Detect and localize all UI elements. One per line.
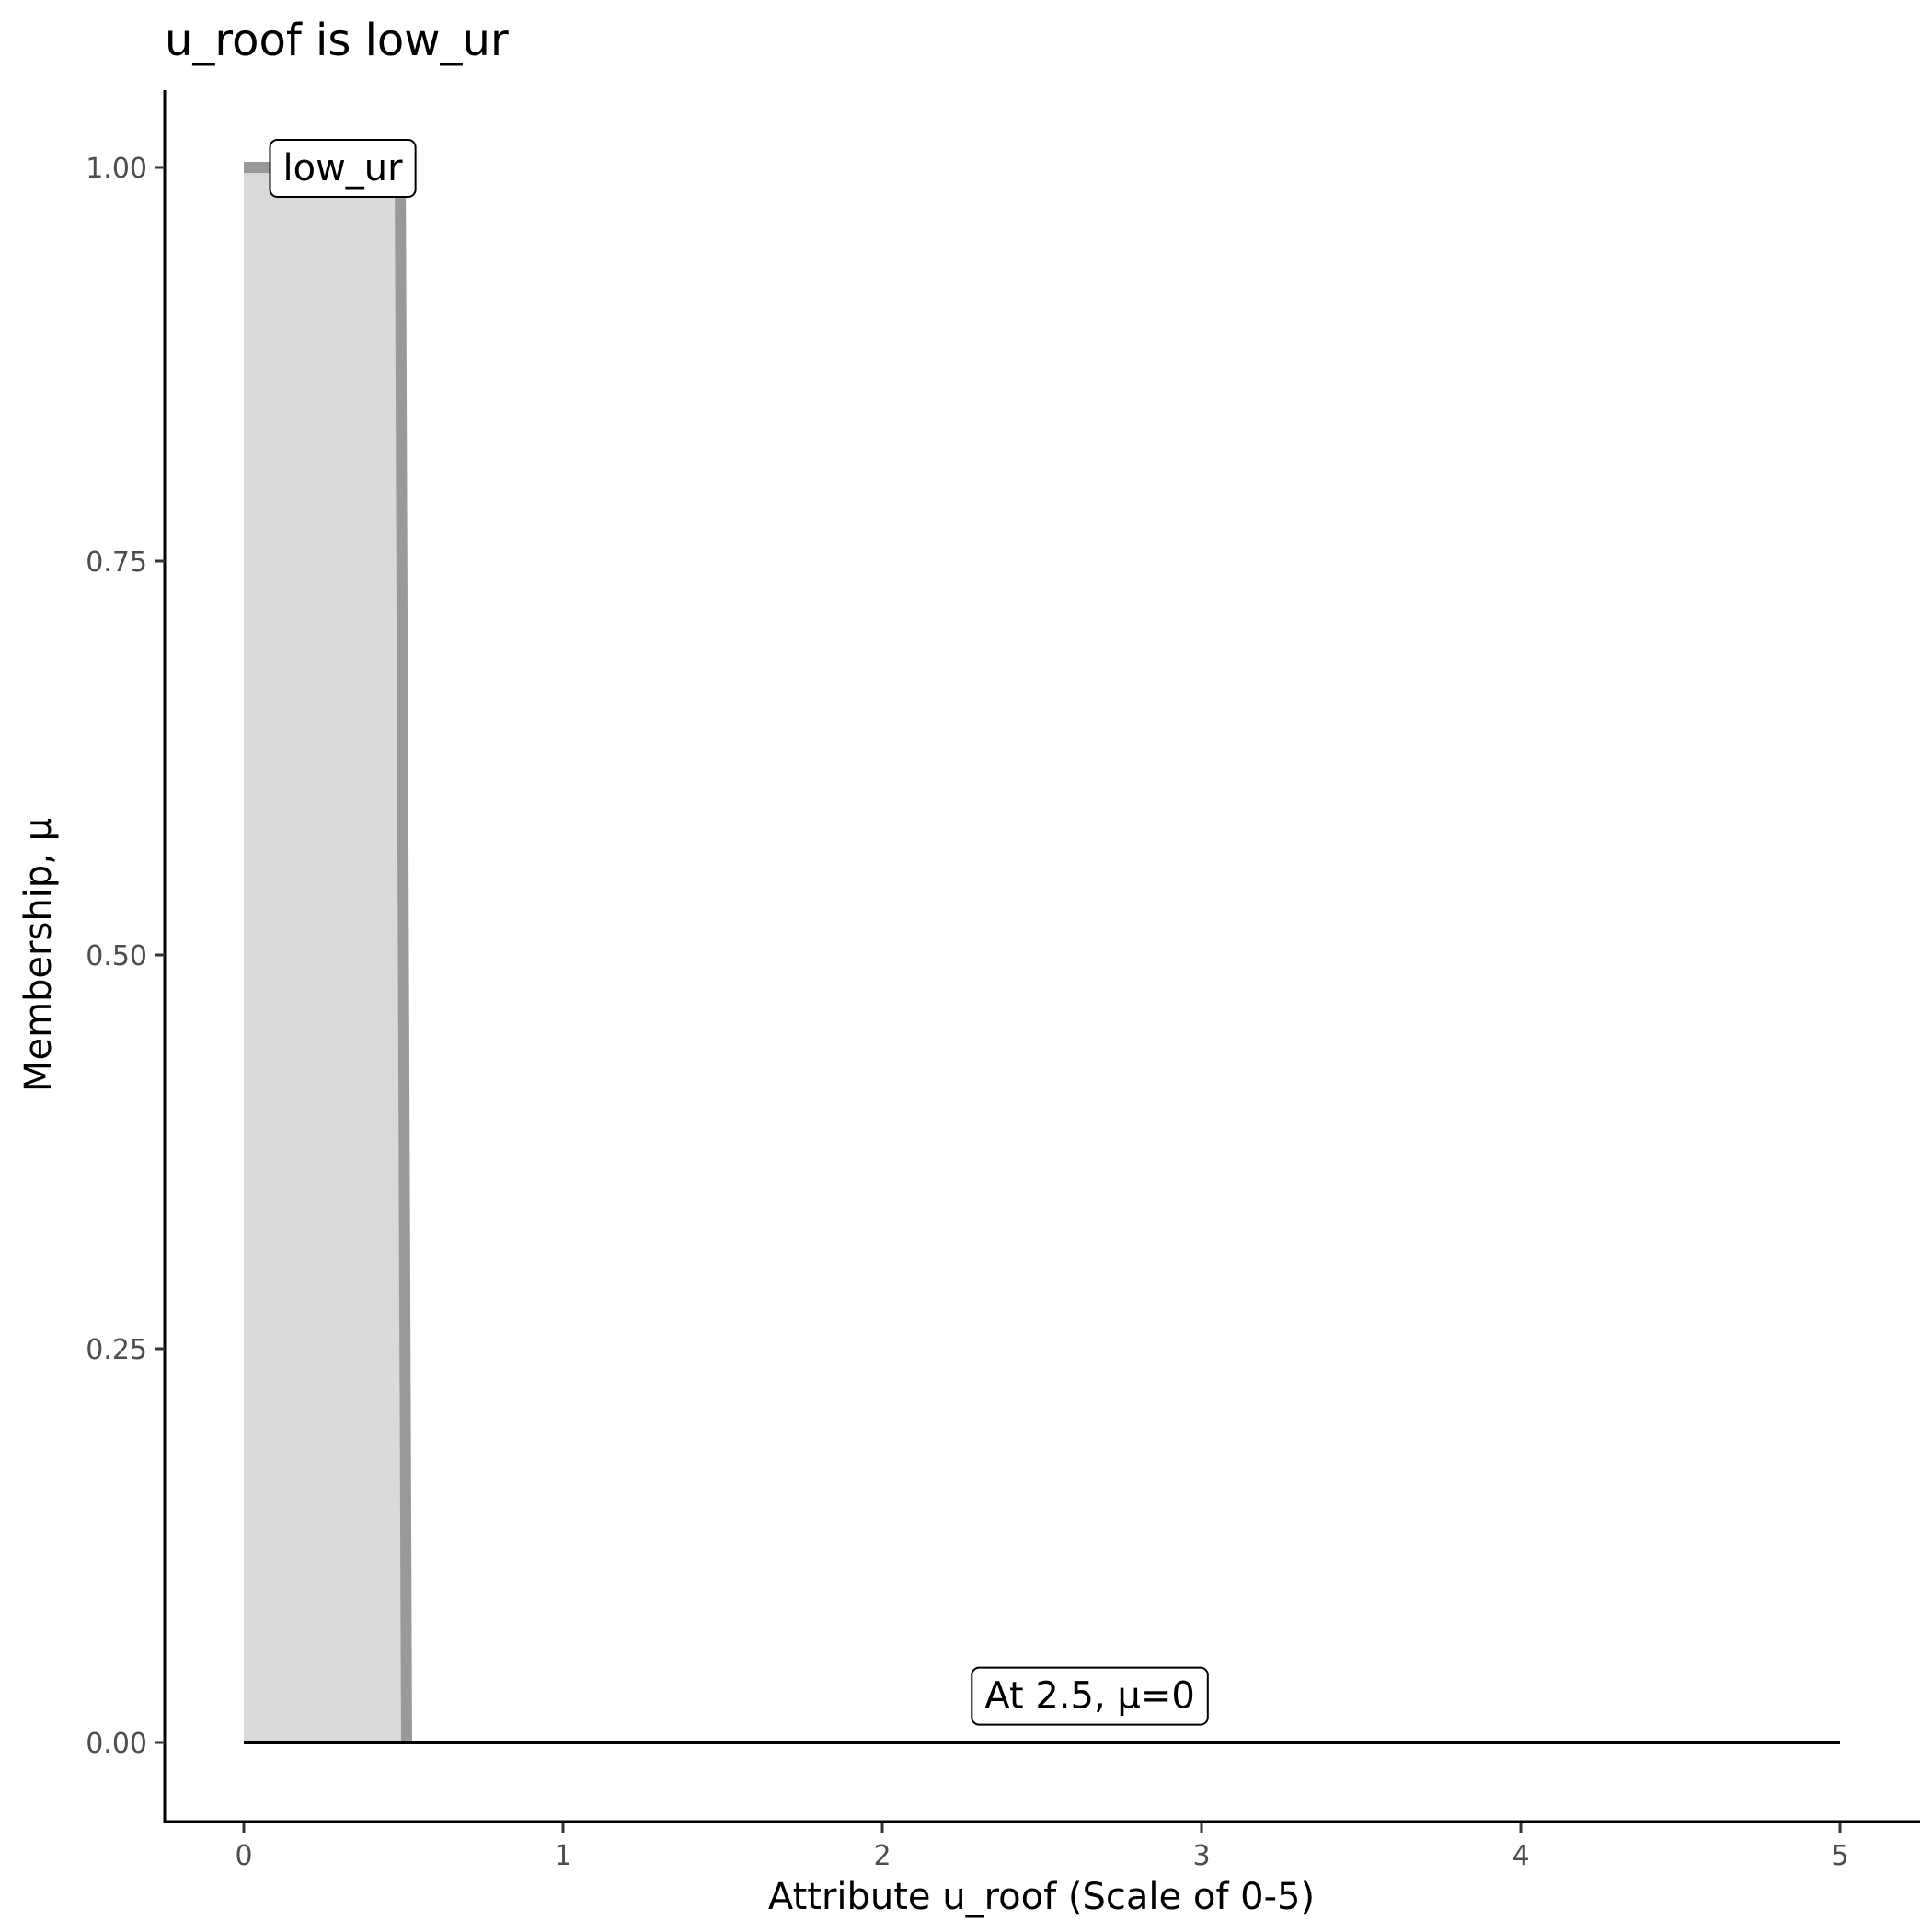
y-tick-label: 0.25 xyxy=(86,1334,147,1366)
annotation-box xyxy=(971,1666,1209,1726)
x-tick-label: 1 xyxy=(554,1840,571,1872)
x-tick-label: 0 xyxy=(235,1840,252,1872)
x-tick-label: 2 xyxy=(873,1840,891,1872)
annotation-label: At 2.5, μ=0 xyxy=(971,1666,1209,1726)
x-tick-label: 3 xyxy=(1192,1840,1210,1872)
annotation-label: low_ur xyxy=(269,139,417,198)
plot-area xyxy=(244,162,1840,1744)
x-ticks: 0 1 2 3 4 5 xyxy=(235,1823,1849,1872)
annotation-box xyxy=(269,139,417,198)
y-tick-label: 0.50 xyxy=(86,940,147,972)
y-ticks: 0.00 0.25 0.50 0.75 1.00 xyxy=(86,153,165,1760)
annotation-text: low_ur xyxy=(283,147,404,190)
chart-title: u_roof is low_ur xyxy=(165,15,509,66)
annotation-text: At 2.5, μ=0 xyxy=(984,1675,1195,1718)
y-tick-label: 0.00 xyxy=(86,1728,147,1760)
x-tick-label: 5 xyxy=(1831,1840,1848,1872)
membership-fill-area xyxy=(244,167,407,1742)
annotations: low_ur At 2.5, μ=0 xyxy=(269,139,1209,1726)
x-axis-title: Attribute u_roof (Scale of 0-5) xyxy=(768,1876,1315,1918)
y-axis-title: Membership, μ xyxy=(17,818,60,1092)
y-tick-label: 0.75 xyxy=(86,546,147,579)
x-tick-label: 4 xyxy=(1512,1840,1529,1872)
y-tick-label: 1.00 xyxy=(86,153,147,185)
